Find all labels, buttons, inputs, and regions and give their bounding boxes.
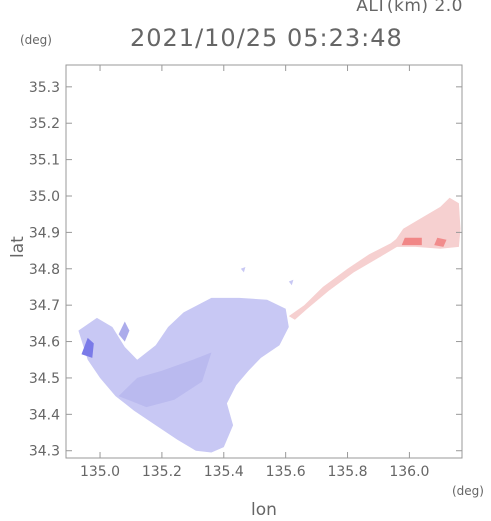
x-tick-label: 135.0 <box>80 464 120 480</box>
echo-strong-band <box>401 237 422 246</box>
y-tick-label: 34.7 <box>29 298 60 314</box>
x-unit-label: (deg) <box>452 484 484 498</box>
y-tick-label: 35.3 <box>29 80 60 96</box>
echo-strong-east <box>434 237 447 247</box>
y-tick-label: 34.9 <box>29 225 60 241</box>
x-tick-label: 136.0 <box>389 464 429 480</box>
y-tick-label: 34.3 <box>29 444 60 460</box>
radar-field <box>78 197 461 453</box>
x-axis-label: lon <box>251 500 277 520</box>
plot-frame <box>65 64 463 459</box>
x-tick-label: 135.6 <box>266 464 306 480</box>
echo-speck-2 <box>288 279 294 286</box>
echo-strong-north <box>118 321 130 342</box>
echo-strong-west <box>81 337 94 358</box>
echo-speck-1 <box>240 267 246 273</box>
y-tick-label: 35.2 <box>29 116 60 132</box>
y-tick-label: 35.0 <box>29 189 60 205</box>
y-tick-label: 35.1 <box>29 153 60 169</box>
echo-region-northeast <box>390 197 461 249</box>
echo-region-core <box>118 352 212 408</box>
y-tick-label: 34.5 <box>29 371 60 387</box>
x-tick-label: 135.2 <box>142 464 182 480</box>
x-tick-label: 135.8 <box>327 464 367 480</box>
y-tick-label: 34.4 <box>29 407 60 423</box>
y-unit-label: (deg) <box>20 33 52 47</box>
echo-streak-pink <box>288 236 401 320</box>
y-tick-label: 34.6 <box>29 335 60 351</box>
axis-ticks: 135.0 135.2 135.4 135.6 135.8 136.0 34.3 34.4 34… <box>29 65 462 480</box>
y-tick-label: 34.8 <box>29 262 60 278</box>
x-tick-label: 135.4 <box>204 464 244 480</box>
altitude-label: ALT(km) 2.0 <box>356 0 463 16</box>
timestamp-title: 2021/10/25 05:23:48 <box>130 24 403 52</box>
